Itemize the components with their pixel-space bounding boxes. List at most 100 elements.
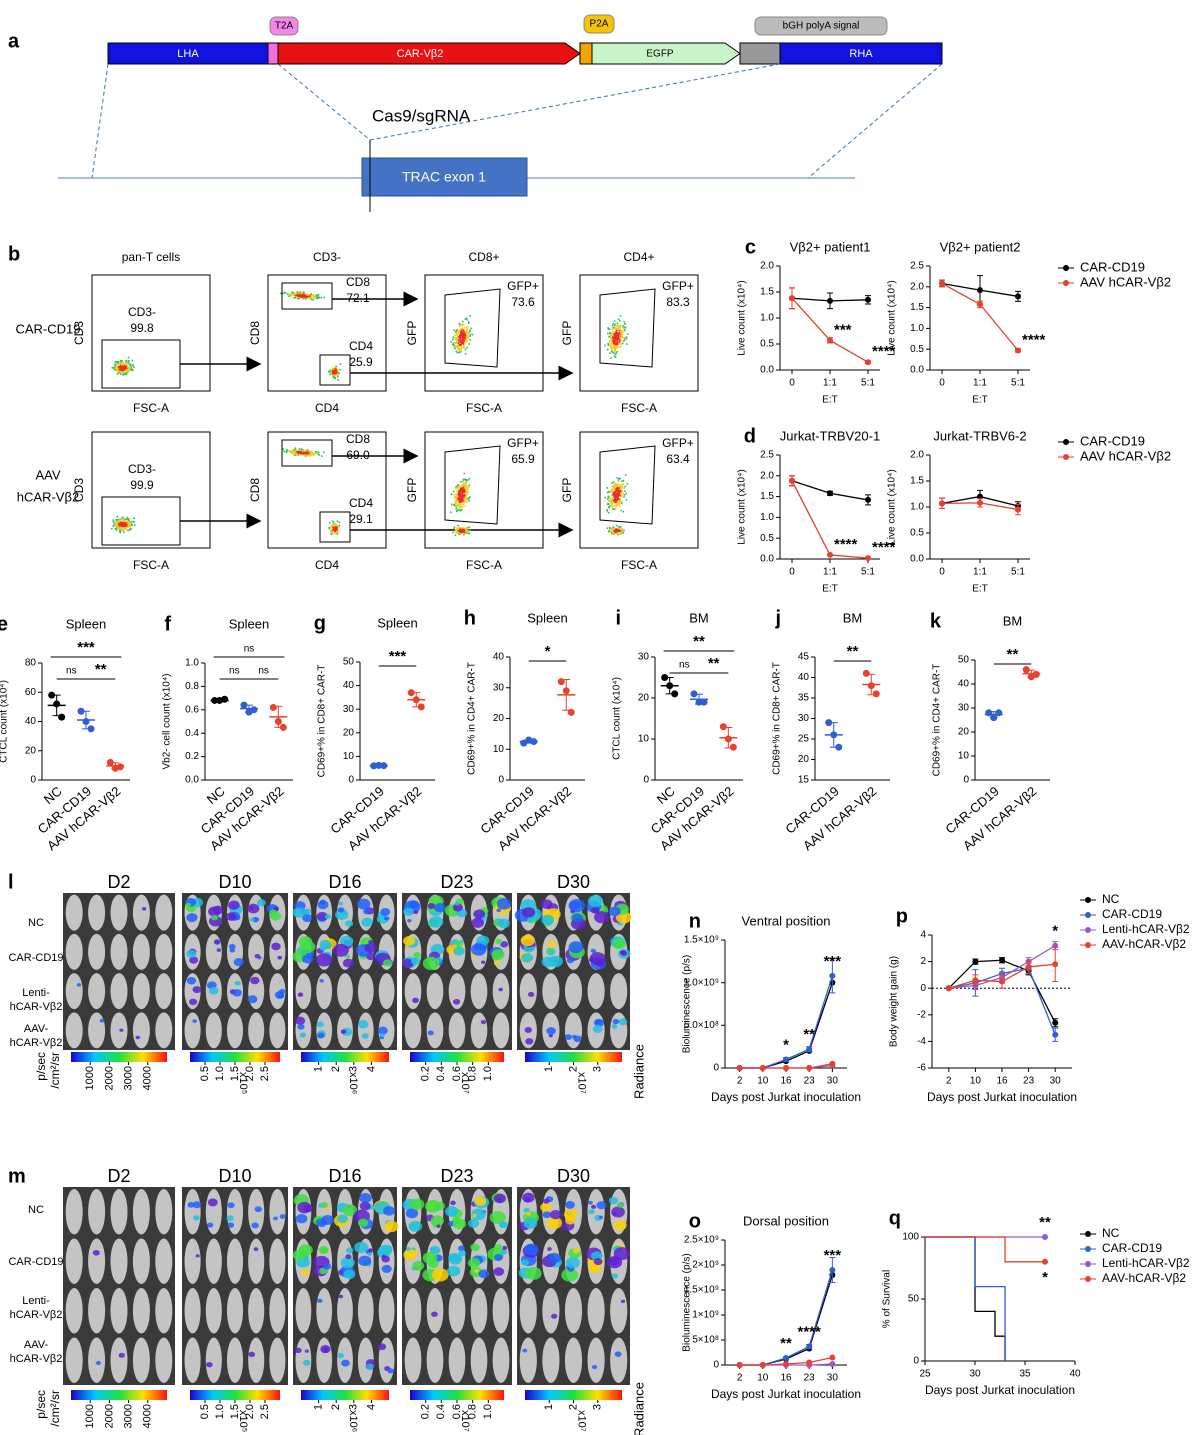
signal <box>405 1208 419 1219</box>
event-dot <box>302 293 304 296</box>
mouse <box>65 973 83 1010</box>
point <box>865 555 871 562</box>
y-tick-label: 20 <box>25 745 37 756</box>
event-dot <box>121 364 124 367</box>
legend-label: NC <box>1102 892 1120 906</box>
event-dot <box>614 486 617 488</box>
event-dot <box>614 353 617 355</box>
signal <box>526 917 534 923</box>
signal <box>297 1023 305 1030</box>
event-dot <box>616 503 618 505</box>
event-dot <box>455 330 458 332</box>
mouse <box>610 973 628 1010</box>
event-dot <box>127 520 129 523</box>
mouse <box>248 1337 265 1384</box>
gate <box>281 439 333 467</box>
signal <box>522 1192 535 1203</box>
event-dot <box>613 337 615 340</box>
event-dot <box>302 452 304 455</box>
signal <box>368 939 374 945</box>
signal <box>608 906 621 917</box>
mouse <box>378 973 395 1010</box>
legend-dot <box>1085 912 1091 918</box>
event-dot <box>612 490 615 492</box>
mouse <box>587 1188 605 1235</box>
signal <box>424 1199 441 1213</box>
event-dot <box>616 532 618 535</box>
signal <box>565 1200 575 1209</box>
bgh-text: bGH polyA signal <box>783 21 860 32</box>
event-dot <box>618 505 621 507</box>
event-dot <box>336 373 338 375</box>
y-tick-label: 0.8 <box>185 681 199 692</box>
signal <box>269 909 277 916</box>
event-dot <box>333 529 336 532</box>
event-dot <box>616 492 619 495</box>
event-dot <box>468 530 470 532</box>
event-dot <box>619 486 621 489</box>
event-dot <box>612 322 615 325</box>
group-label: hCAR-Vβ2 <box>10 1001 63 1013</box>
signal <box>571 1034 577 1039</box>
event-dot <box>463 531 466 533</box>
event-dot <box>609 343 612 345</box>
point <box>939 500 945 507</box>
event-dot <box>462 486 465 489</box>
point <box>557 678 565 686</box>
event-dot <box>465 484 467 487</box>
event-dot <box>129 364 132 367</box>
event-dot <box>608 496 611 498</box>
signal <box>590 1251 603 1261</box>
event-dot <box>618 504 620 506</box>
signal <box>233 957 244 967</box>
signal <box>612 938 626 950</box>
group-label: NC <box>28 1204 44 1216</box>
point <box>48 691 56 699</box>
signal <box>316 1021 324 1028</box>
x-tick-label: 0 <box>939 378 945 389</box>
bgh-tag <box>754 16 888 36</box>
point <box>972 977 979 984</box>
colorbar <box>190 1052 280 1062</box>
event-dot <box>612 494 615 497</box>
event-dot <box>467 335 470 337</box>
event-dot <box>466 532 468 535</box>
event-dot <box>331 372 334 375</box>
event-dot <box>469 329 471 331</box>
event-dot <box>608 491 611 493</box>
event-dot <box>295 294 298 296</box>
mouse <box>248 933 265 970</box>
event-dot <box>613 348 616 350</box>
point <box>116 763 124 771</box>
signal <box>213 939 221 945</box>
signal <box>292 1249 307 1261</box>
event-dot <box>293 452 295 455</box>
event-dot <box>463 346 465 349</box>
mouse <box>132 973 150 1010</box>
event-dot <box>330 530 332 533</box>
significance: ns <box>679 660 690 671</box>
event-dot <box>615 496 618 498</box>
event-dot <box>458 500 460 502</box>
event-dot <box>305 452 308 455</box>
mouse <box>155 973 173 1010</box>
event-dot <box>609 352 611 354</box>
event-dot <box>334 368 337 370</box>
event-dot <box>311 297 314 299</box>
event-dot <box>124 366 126 369</box>
y-tick-label: 2×10⁹ <box>692 1260 719 1271</box>
mouse <box>610 1337 628 1384</box>
event-dot <box>612 351 615 354</box>
event-dot <box>610 488 613 490</box>
event-dot <box>306 293 308 295</box>
event-dot <box>457 484 459 486</box>
legend-dot <box>1085 927 1091 933</box>
mouse <box>88 1238 106 1285</box>
signal <box>407 918 412 923</box>
event-dot <box>123 370 125 373</box>
mouse <box>448 1337 466 1384</box>
y-tick-label: 80 <box>25 658 37 669</box>
event-dot <box>293 294 296 296</box>
flow-plot <box>91 431 211 549</box>
event-dot <box>294 450 297 453</box>
